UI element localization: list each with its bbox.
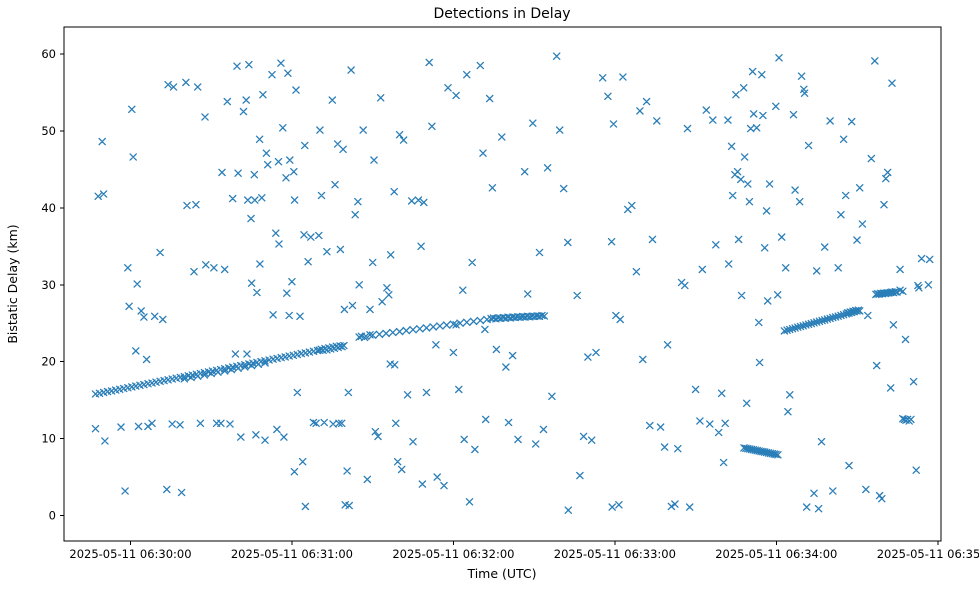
x-axis-label: Time (UTC) xyxy=(466,566,536,581)
y-tick-label: 30 xyxy=(41,278,56,292)
scatter-series-descending-low-blob xyxy=(740,444,782,459)
scatter-series-clutter xyxy=(91,52,934,514)
x-tick-label: 2025-05-11 06:35:00 xyxy=(877,547,979,561)
x-tick-label: 2025-05-11 06:32:00 xyxy=(392,547,514,561)
y-tick-label: 10 xyxy=(41,432,56,446)
scatter-markers-layer xyxy=(91,52,934,514)
scatter-series-main-track-ascending xyxy=(91,341,348,398)
y-axis-label: Bistatic Delay (km) xyxy=(5,224,20,343)
scatter-series-second-track xyxy=(355,311,549,342)
scatter-series-fourth-track xyxy=(872,286,907,299)
y-tick-label: 50 xyxy=(41,124,56,138)
y-tick-label: 60 xyxy=(41,47,56,61)
y-tick-label: 0 xyxy=(49,509,56,523)
x-tick-label: 2025-05-11 06:31:00 xyxy=(231,547,353,561)
x-tick-label: 2025-05-11 06:30:00 xyxy=(69,547,191,561)
scatter-series-third-track xyxy=(780,306,864,335)
y-tick-label: 40 xyxy=(41,201,56,215)
ticks-layer: 2025-05-11 06:30:00 2025-05-11 06:31:00 20… xyxy=(41,47,979,561)
x-tick-label: 2025-05-11 06:33:00 xyxy=(554,547,676,561)
x-tick-label: 2025-05-11 06:34:00 xyxy=(715,547,837,561)
axes-box xyxy=(63,26,942,542)
y-tick-label: 20 xyxy=(41,355,56,369)
chart-title: Detections in Delay xyxy=(433,6,570,22)
scatter-series-small-blob xyxy=(899,414,915,425)
